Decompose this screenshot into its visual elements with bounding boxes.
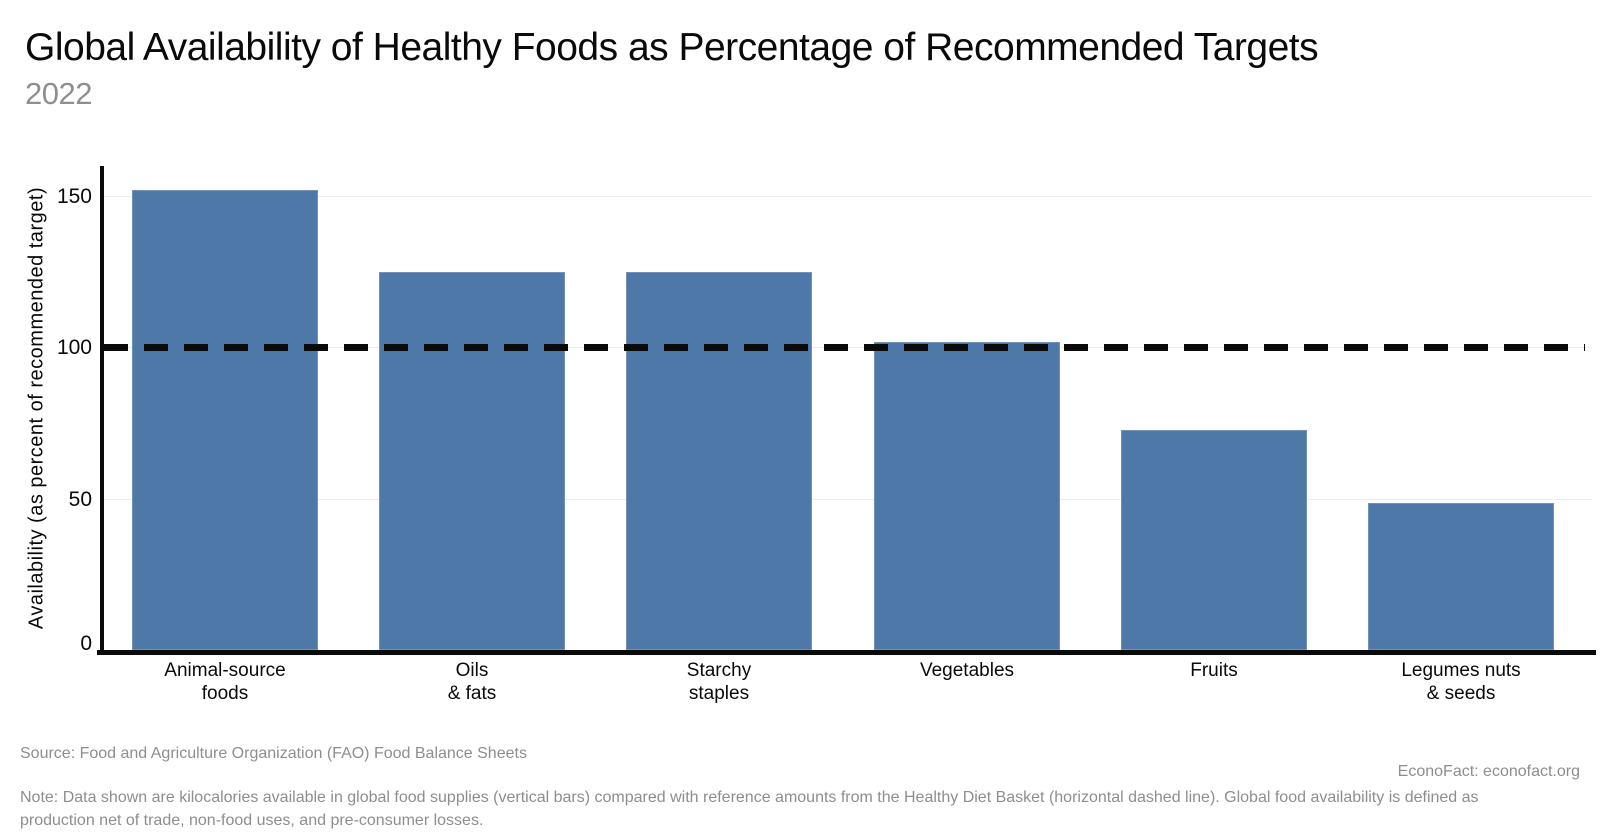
x-category-label-fruits: Fruits [1091,659,1338,682]
y-tick-0: 0 [80,632,92,655]
bar-oils-fats [379,272,565,650]
gridline-50 [104,499,1592,500]
x-category-label-oils-fats: Oils & fats [349,659,596,705]
x-category-label-line: Vegetables [919,660,1015,681]
y-tick-100: 100 [56,336,92,359]
reference-dashed-line-100 [104,344,1585,351]
y-tick-150: 150 [56,185,92,208]
x-category-label-line: & seeds [1426,683,1496,704]
x-category-label-line: Legumes nuts [1401,660,1521,681]
y-axis-line [100,166,104,655]
chart-title: Global Availability of Healthy Foods as … [25,26,1319,69]
gridline-150 [104,196,1592,197]
x-category-label-line: Starchy [686,660,752,681]
x-category-label-line: staples [688,683,750,704]
x-category-label-starchy-staples: Starchy staples [596,659,843,705]
note-text: Note: Data shown are kilocalories availa… [20,789,1479,829]
x-category-label-line: Animal-source [164,660,286,681]
bar-legumes-nuts-seeds [1368,503,1554,650]
bar-vegetables [874,342,1060,650]
bar-starchy-staples [626,272,812,650]
source-text: Source: Food and Agriculture Organizatio… [20,745,527,762]
x-category-label-vegetables: Vegetables [844,659,1091,682]
x-category-label-line: Oils [455,660,489,681]
x-category-label-legumes-nuts-seeds: Legumes nuts & seeds [1338,659,1585,705]
bar-animal-source-foods [132,190,318,650]
x-category-label-animal-source-foods: Animal-source foods [102,659,349,705]
bar-fruits [1121,430,1307,650]
credit-text: EconoFact: econofact.org [1397,763,1580,780]
x-category-label-line: & fats [447,683,497,704]
x-category-label-line: foods [201,683,249,704]
chart-subtitle: 2022 [25,76,92,111]
x-axis-line [97,650,1596,655]
y-tick-50: 50 [68,488,92,511]
y-axis-label: Availability (as percent of recommended … [25,186,48,630]
x-category-label-line: Fruits [1190,660,1238,681]
